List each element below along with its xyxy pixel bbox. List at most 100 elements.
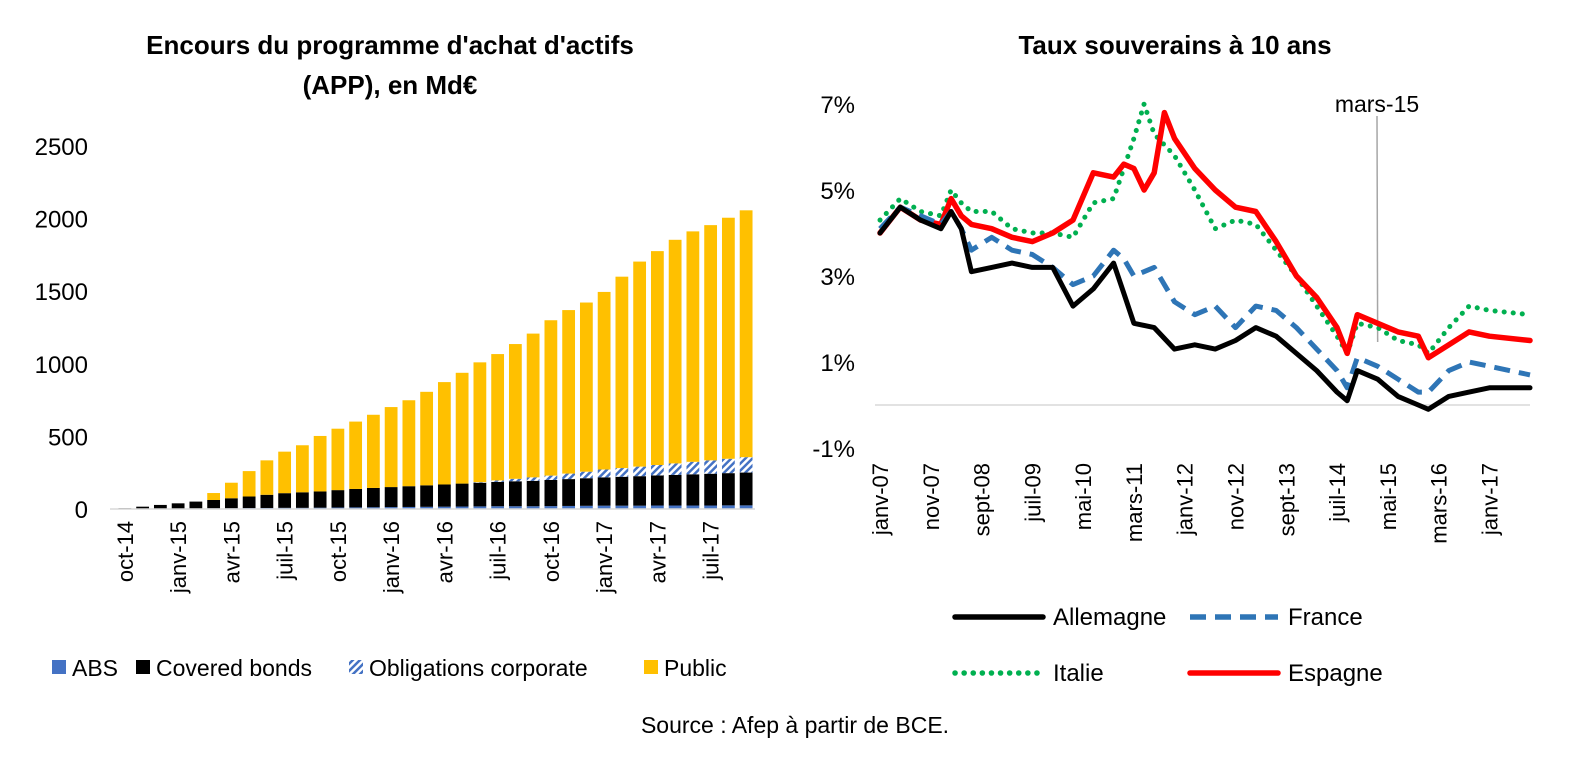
app-bar-segment <box>349 421 363 489</box>
rates-y-tick-label: 7% <box>820 92 855 119</box>
app-bar-segment <box>473 506 487 509</box>
rates-x-axis: janv-07 nov-07 sept-08 juil-09 mai-10 mars-11… <box>868 463 1502 544</box>
app-bar-segment <box>207 500 221 509</box>
app-bar-segment <box>455 372 469 484</box>
app-bar-segment <box>686 461 700 475</box>
app-bar-segment <box>508 481 522 507</box>
app-bar-segment <box>420 506 434 509</box>
app-bar-segment <box>650 251 664 465</box>
app-bar-segment <box>579 505 593 509</box>
app-legend-swatch <box>644 660 658 674</box>
app-bar-segment <box>544 506 558 509</box>
app-bar-segment <box>295 445 309 493</box>
app-bar-segment <box>171 503 185 509</box>
app-bar-segment <box>491 354 505 481</box>
app-bar-segment <box>544 475 558 480</box>
app-chart-subtitle: (APP), en Md€ <box>303 70 478 100</box>
app-bar-segment <box>562 479 576 506</box>
rates-y-tick-label: 3% <box>820 264 855 291</box>
rates-annotation: mars-15 <box>1335 91 1419 343</box>
app-bar-segment <box>366 507 380 509</box>
app-x-tick-label: avr-15 <box>219 521 244 583</box>
app-bar-segment <box>473 362 487 483</box>
app-bar-segment <box>739 457 753 473</box>
app-bar-segment <box>739 472 753 506</box>
app-x-tick-label: juil-17 <box>699 521 724 581</box>
rates-y-tick-label: -1% <box>812 436 855 463</box>
app-bar-segment <box>686 474 700 506</box>
app-bar-segment <box>668 505 682 509</box>
app-legend-label: Public <box>664 655 727 681</box>
app-bar-segment <box>668 239 682 464</box>
app-bar-segment <box>579 302 593 472</box>
app-bar-segment <box>224 498 238 509</box>
rates-series-line-france <box>878 204 1531 395</box>
app-bar-segment <box>491 480 505 482</box>
app-bar-segment <box>384 487 398 508</box>
rates-legend-label: Espagne <box>1288 660 1383 687</box>
app-bar-segment <box>562 505 576 509</box>
app-bar-segment <box>278 451 292 494</box>
rates-series-line-allemagne <box>877 204 1533 412</box>
app-bar-segment <box>739 505 753 509</box>
rates-lines <box>877 101 1533 412</box>
app-bar-segment <box>721 505 735 509</box>
app-x-tick-label: avr-17 <box>645 521 670 583</box>
app-bar-segment <box>455 483 469 507</box>
app-legend-swatch <box>52 660 66 674</box>
rates-y-axis: -1% 1% 3% 5% 7% <box>812 92 855 463</box>
app-bar-segment <box>242 496 256 509</box>
app-bar-segment <box>189 501 203 509</box>
app-y-tick-label: 1500 <box>35 279 88 306</box>
app-x-tick-label: avr-16 <box>432 521 457 583</box>
app-bar-segment <box>615 468 629 477</box>
app-bar-segment <box>721 217 735 459</box>
app-bar-segment <box>402 400 416 487</box>
app-bar-segment <box>313 491 327 508</box>
app-bar-segment <box>437 484 451 507</box>
app-bar-segment <box>597 505 611 509</box>
app-y-tick-label: 1000 <box>35 352 88 379</box>
rates-legend: Allemagne France Italie Espagne <box>952 604 1383 687</box>
rates-x-tick-label: mars-11 <box>1122 463 1147 542</box>
app-bar-segment <box>402 486 416 507</box>
rates-legend-label: Italie <box>1053 660 1104 687</box>
app-bar-segment <box>242 471 256 497</box>
app-x-tick-label: oct-15 <box>326 521 351 582</box>
rates-series-line-italie <box>877 101 1533 356</box>
app-bar-segment <box>508 506 522 509</box>
app-bar-segment <box>402 506 416 509</box>
app-bar-segment <box>562 473 576 480</box>
rates-x-tick-label: mai-10 <box>1071 463 1096 530</box>
app-bar-segment <box>597 291 611 470</box>
app-bar-segment <box>615 476 629 506</box>
app-bar-segment <box>526 333 540 478</box>
app-bar-segment <box>207 493 221 500</box>
app-bar-segment <box>650 465 664 476</box>
rates-y-tick-label: 1% <box>820 350 855 377</box>
rates-x-tick-label: juil-09 <box>1020 463 1045 523</box>
app-bar-segment <box>437 506 451 509</box>
app-chart: Encours du programme d'achat d'actifs (A… <box>35 30 755 681</box>
app-bar-segment <box>721 473 735 506</box>
app-bar-segment <box>704 225 718 461</box>
rates-chart: Taux souverains à 10 ans -1% 1% 3% 5% 7% mar… <box>812 30 1533 687</box>
app-y-tick-label: 2000 <box>35 207 88 234</box>
app-bar-segment <box>704 473 718 506</box>
app-bar-segment <box>508 478 522 482</box>
rates-x-tick-label: mai-15 <box>1376 463 1401 530</box>
app-bar-segment <box>366 487 380 508</box>
app-legend-label: Obligations corporate <box>369 655 588 681</box>
rates-chart-title: Taux souverains à 10 ans <box>1018 30 1331 60</box>
app-bar-segment <box>260 460 274 495</box>
app-legend: ABS Covered bonds Obligations corporate Pub… <box>52 655 727 681</box>
app-bar-segment <box>331 428 345 491</box>
app-bar-segment <box>295 492 309 508</box>
app-bar-segment <box>526 477 540 481</box>
rates-x-tick-label: nov-07 <box>919 463 944 530</box>
app-x-tick-label: juil-16 <box>486 521 511 581</box>
app-y-tick-label: 2500 <box>35 134 88 161</box>
rates-x-tick-label: sept-13 <box>1274 463 1299 536</box>
app-bar-segment <box>633 261 647 467</box>
